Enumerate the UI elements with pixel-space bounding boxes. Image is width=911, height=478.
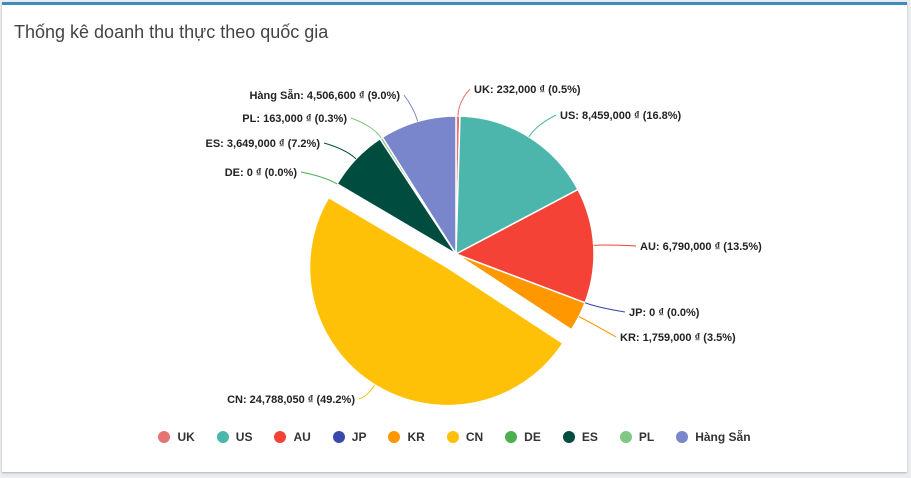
leader-line-es — [323, 142, 357, 160]
data-label-us: US: 8,459,000 ₫ (16.8%) — [560, 110, 682, 122]
data-label-jp: JP: 0 ₫ (0.0%) — [629, 307, 700, 319]
legend-dot-icon — [274, 431, 287, 443]
legend-item-h-ng-s-n[interactable]: Hàng Sẵn — [676, 430, 751, 444]
leader-line-pl — [350, 117, 382, 139]
legend-label: UK — [177, 430, 195, 444]
legend-label: PL — [638, 430, 655, 444]
leader-line-cn — [358, 384, 376, 400]
leader-line-kr — [578, 316, 617, 338]
pie-slices — [308, 115, 595, 407]
pie-labels: UK: 232,000 ₫ (0.5%) US: 8,459,000 ₫ (16.… — [206, 84, 763, 406]
data-label-kr: KR: 1,759,000 ₫ (3.5%) — [620, 332, 736, 344]
legend-label: Hàng Sẵn — [695, 430, 751, 444]
legend-dot-icon — [332, 431, 345, 443]
leader-line-de — [300, 171, 338, 185]
legend-label: US — [235, 430, 253, 444]
data-label-uk: UK: 232,000 ₫ (0.5%) — [474, 84, 581, 96]
data-label-de: DE: 0 ₫ (0.0%) — [225, 167, 298, 179]
legend-item-jp[interactable]: JP — [332, 430, 367, 444]
leader-line-uk — [457, 88, 471, 117]
legend-item-uk[interactable]: UK — [158, 430, 195, 444]
legend-label: ES — [581, 430, 598, 444]
legend-label: JP — [351, 430, 367, 444]
legend-dot-icon — [562, 431, 575, 443]
revenue-panel: Thống kê doanh thu thực theo quốc gia UK… — [2, 2, 907, 472]
chart-legend: UK US AU JP KR CN DE ES PL Hàng Sẵn — [2, 425, 907, 449]
legend-label: CN — [465, 430, 484, 444]
data-label-es: ES: 3,649,000 ₫ (7.2%) — [206, 138, 321, 150]
legend-label: AU — [293, 430, 311, 444]
revenue-pie-chart: UK: 232,000 ₫ (0.5%) US: 8,459,000 ₫ (16.… — [206, 84, 763, 407]
legend-label: DE — [524, 430, 541, 444]
legend-label: KR — [407, 430, 425, 444]
legend-dot-icon — [676, 431, 689, 443]
legend-item-us[interactable]: US — [216, 430, 253, 444]
legend-item-au[interactable]: AU — [274, 430, 311, 444]
legend-item-es[interactable]: ES — [562, 430, 598, 444]
legend-item-pl[interactable]: PL — [619, 430, 655, 444]
leader-line-h-ng-s-n — [403, 94, 419, 122]
data-label-pl: PL: 163,000 ₫ (0.3%) — [242, 113, 347, 125]
leader-line-us — [528, 114, 557, 138]
leader-line-au — [593, 244, 637, 247]
leader-line-jp — [584, 302, 626, 313]
data-label-h-ng-s-n: Hàng Sẵn: 4,506,600 ₫ (9.0%) — [249, 89, 400, 102]
legend-item-de[interactable]: DE — [505, 430, 541, 444]
legend-dot-icon — [216, 431, 229, 443]
legend-dot-icon — [388, 431, 401, 443]
legend-dot-icon — [158, 431, 171, 443]
data-label-au: AU: 6,790,000 ₫ (13.5%) — [640, 241, 762, 253]
data-label-cn: CN: 24,788,050 ₫ (49.2%) — [227, 394, 355, 406]
legend-dot-icon — [446, 431, 459, 443]
legend-item-kr[interactable]: KR — [388, 430, 425, 444]
legend-dot-icon — [505, 431, 518, 443]
pie-slice-us[interactable] — [455, 115, 580, 256]
legend-dot-icon — [619, 431, 632, 443]
legend-item-cn[interactable]: CN — [446, 430, 484, 444]
panel-title: Thống kê doanh thu thực theo quốc gia — [14, 22, 329, 42]
